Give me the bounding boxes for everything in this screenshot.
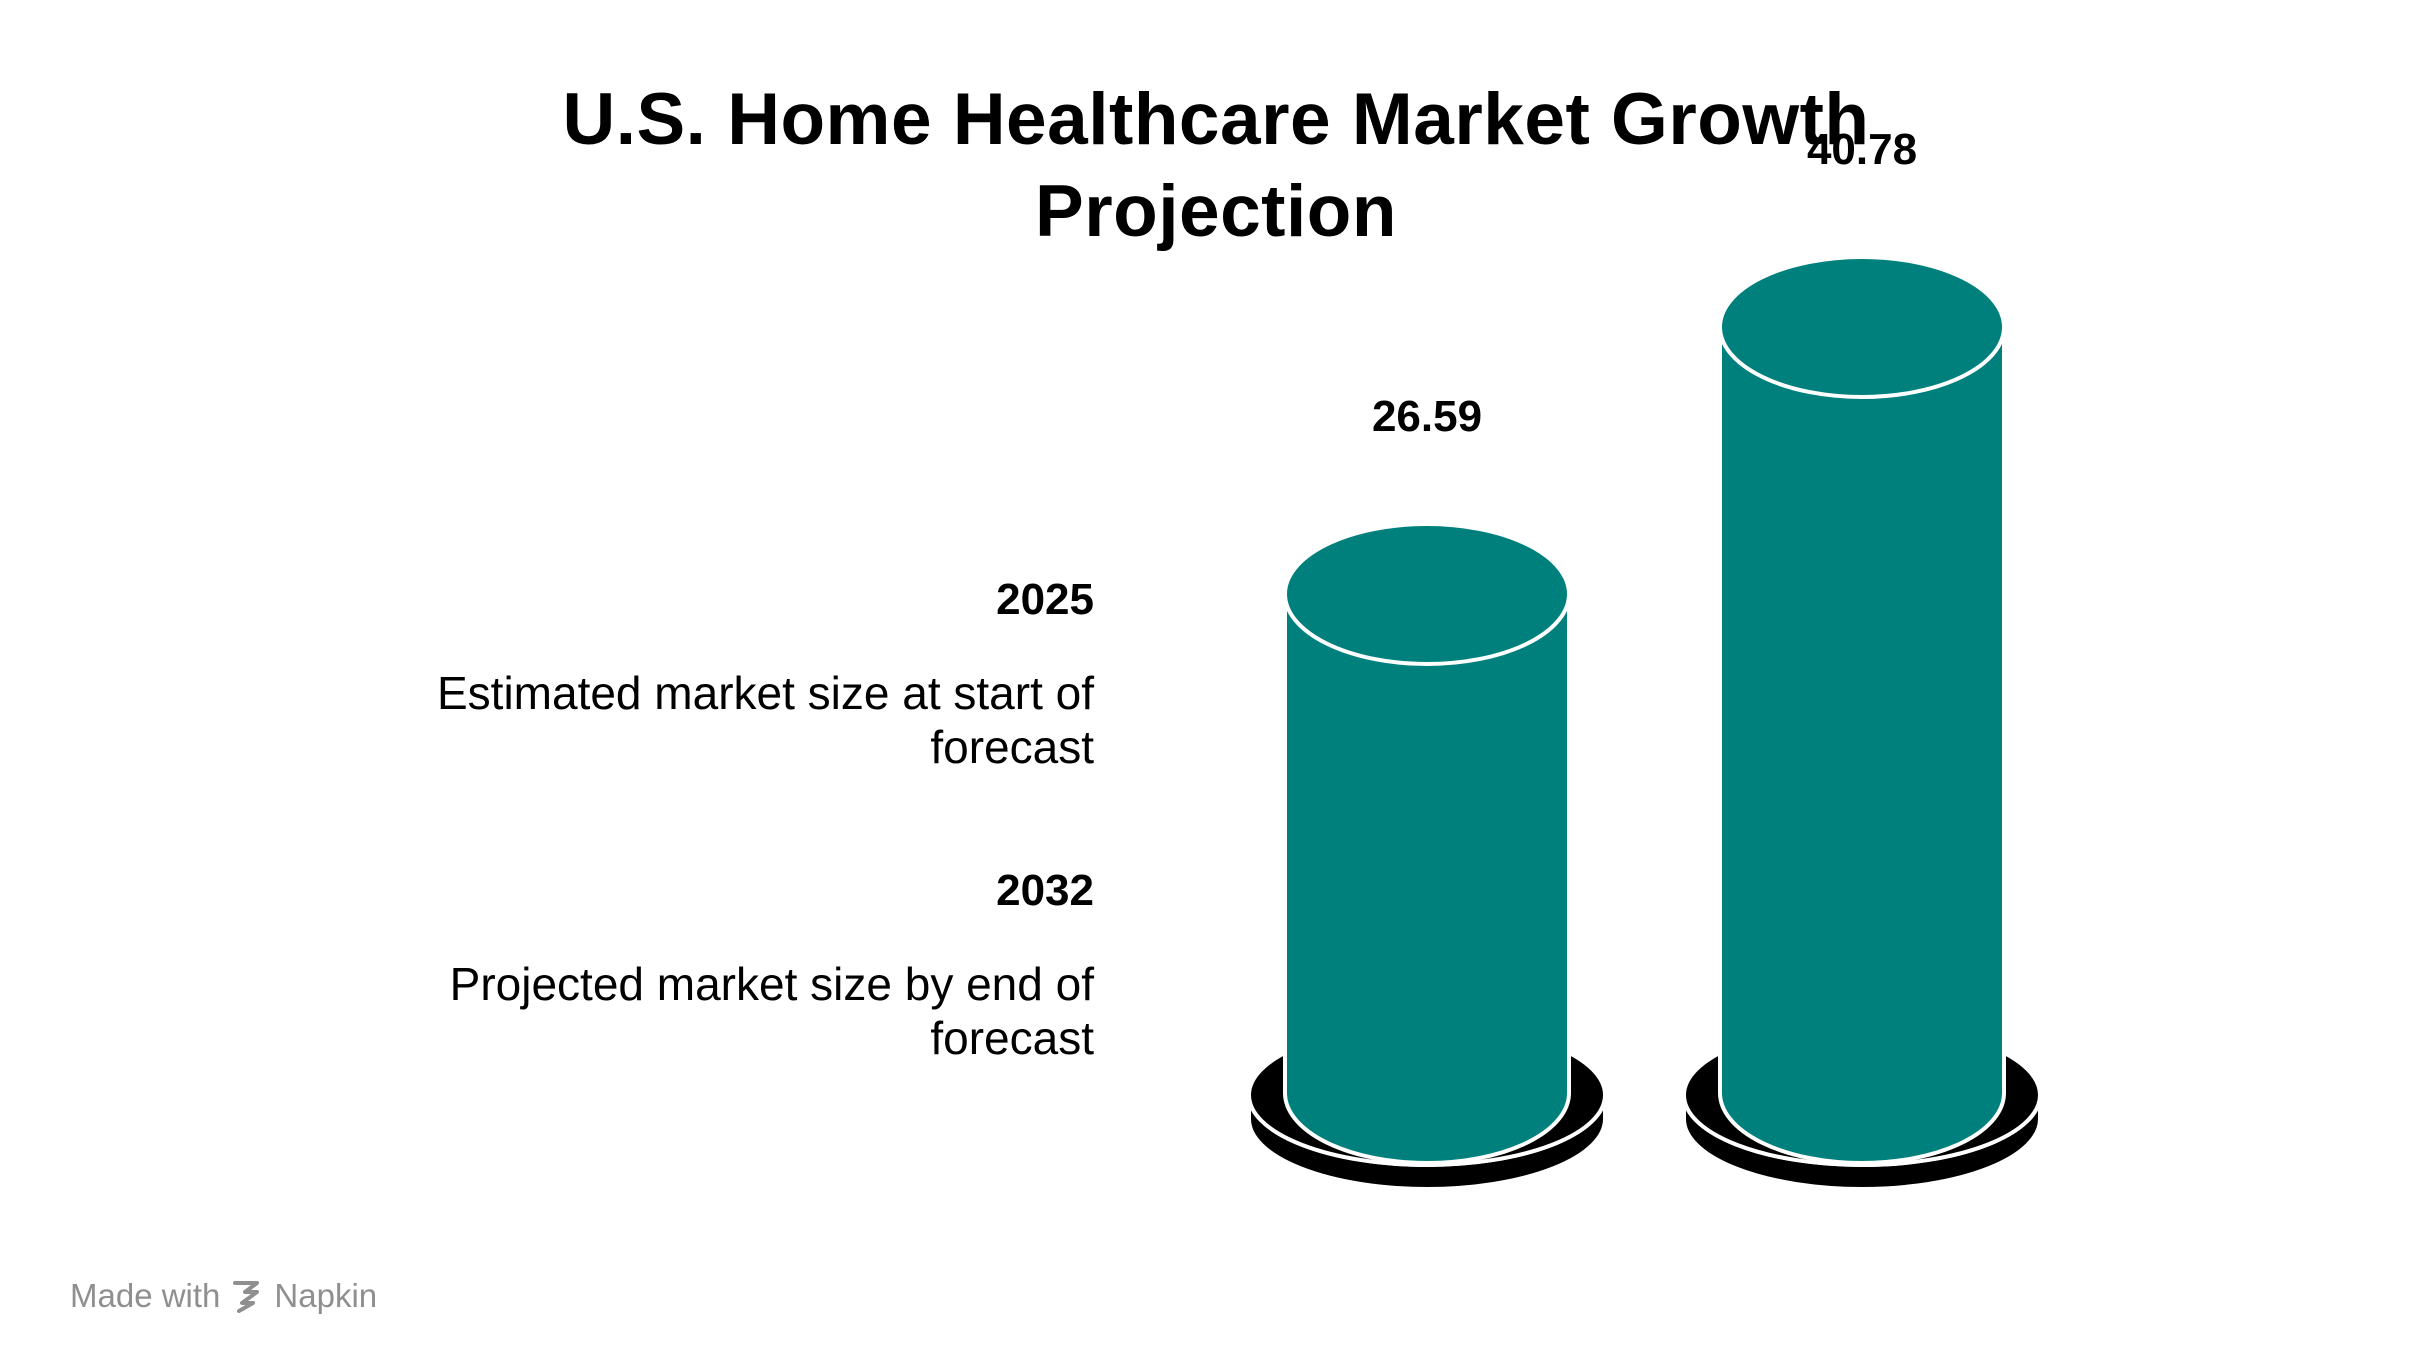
cylinder-top <box>1283 522 1571 666</box>
legend-description: Projected market size by end of forecast <box>449 958 1094 1064</box>
cylinder-bar-2025 <box>1247 522 1607 1191</box>
watermark-brand: Napkin <box>274 1277 378 1314</box>
legend-year: 2032 <box>996 866 1094 915</box>
value-label-2032: 40.78 <box>1807 125 1917 174</box>
legend-description: Estimated market size at start of foreca… <box>436 667 1094 773</box>
cylinder-body <box>1283 592 1571 1165</box>
watermark-prefix: Made with <box>70 1277 221 1314</box>
cylinder-body <box>1718 325 2006 1165</box>
value-label-2025: 26.59 <box>1372 392 1482 441</box>
legend-year: 2025 <box>996 575 1094 624</box>
cylinder-bar-2032 <box>1682 255 2042 1191</box>
chart-title-line-1: U.S. Home Healthcare Market Growth <box>562 79 1870 160</box>
napkin-logo-icon <box>232 1279 262 1313</box>
legend-item-2032: 2032 Projected market size by end of for… <box>414 864 1094 1065</box>
chart-title: U.S. Home Healthcare Market Growth Proje… <box>0 74 2432 258</box>
watermark: Made with Napkin <box>70 1277 377 1315</box>
chart-title-line-2: Projection <box>1035 171 1397 252</box>
legend-item-2025: 2025 Estimated market size at start of f… <box>414 573 1094 774</box>
cylinder-top <box>1718 255 2006 399</box>
